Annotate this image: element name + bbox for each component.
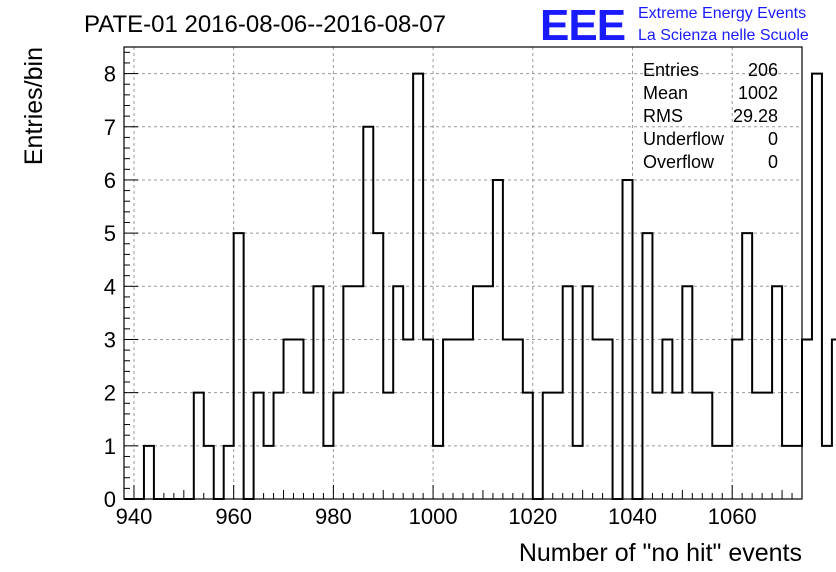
- stats-value: 0: [768, 152, 778, 172]
- histogram-bars: [124, 72, 836, 500]
- x-tick-label: 1000: [409, 504, 458, 529]
- y-tick-label: 7: [104, 115, 116, 140]
- stats-label: RMS: [643, 106, 683, 126]
- y-tick-label: 1: [104, 434, 116, 459]
- grid: [124, 47, 802, 499]
- stats-value: 29.28: [733, 106, 778, 126]
- x-tick-label: 940: [116, 504, 153, 529]
- stats-label: Overflow: [643, 152, 715, 172]
- x-axis-title: Number of "no hit" events: [519, 539, 802, 567]
- logo-mark: EEE: [540, 1, 625, 50]
- stats-label: Entries: [643, 60, 699, 80]
- x-tick-label: 1040: [608, 504, 657, 529]
- x-tick-label: 1020: [508, 504, 557, 529]
- y-axis-title: Entries/bin: [20, 47, 48, 165]
- chart-title: PATE-01 2016-08-06--2016-08-07: [84, 11, 446, 38]
- y-tick-label: 6: [104, 168, 116, 193]
- x-tick-label: 960: [215, 504, 252, 529]
- plot-frame: [123, 46, 803, 500]
- histogram-outline: [124, 72, 836, 500]
- y-tick-label: 0: [104, 487, 116, 512]
- y-tick-label: 5: [104, 221, 116, 246]
- logo-line2: La Scienza nelle Scuole: [638, 27, 809, 44]
- y-tick-label: 2: [104, 381, 116, 406]
- stats-box: Entries 206 Mean 1002 RMS 29.28 Underflow 0 Over…: [643, 60, 778, 172]
- y-tick-label: 3: [104, 327, 116, 352]
- stats-label: Mean: [643, 83, 688, 103]
- stats-label: Underflow: [643, 129, 725, 149]
- y-tick-label: 4: [104, 274, 116, 299]
- y-tick-label: 8: [104, 62, 116, 87]
- stats-value: 1002: [738, 83, 778, 103]
- stats-value: 206: [748, 60, 778, 80]
- eee-logo: EEE Extreme Energy Events La Scienza nel…: [540, 1, 809, 50]
- axes: 940 960 980 1000 1020 1040 1060 0 1 2 3 4 5 6 7 8: [104, 46, 803, 529]
- x-tick-label: 980: [315, 504, 352, 529]
- x-tick-label: 1060: [708, 504, 757, 529]
- stats-value: 0: [768, 129, 778, 149]
- logo-line1: Extreme Energy Events: [638, 5, 806, 22]
